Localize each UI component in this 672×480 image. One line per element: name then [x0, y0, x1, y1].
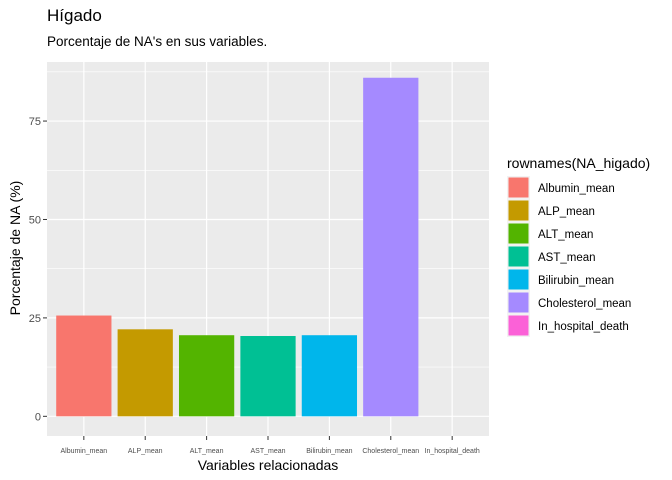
x-tick-label: ALP_mean	[128, 448, 163, 455]
legend-swatch	[508, 246, 529, 267]
bar-ast-mean	[240, 336, 296, 417]
legend-swatch	[508, 315, 529, 336]
y-axis-title: Porcentaje de NA (%)	[7, 181, 23, 316]
bar-albumin-mean	[56, 315, 112, 417]
chart-title: Hígado	[47, 6, 102, 25]
legend-label: Cholesterol_mean	[538, 298, 631, 310]
x-tick-label: Albumin_mean	[60, 448, 107, 455]
legend-label: ALP_mean	[538, 206, 595, 218]
legend-swatch	[508, 269, 529, 290]
legend: rownames(NA_higado) Albumin_mean ALP_mean…	[507, 155, 650, 337]
y-tick-label: 25	[29, 313, 41, 325]
x-tick-label: ALT_mean	[190, 448, 224, 455]
bar-alt-mean	[178, 335, 235, 417]
legend-label: AST_mean	[538, 252, 596, 264]
y-tick-label: 75	[29, 116, 41, 128]
legend-swatch	[508, 223, 529, 244]
legend-swatch	[508, 292, 529, 313]
x-tick-label: In_hospital_death	[425, 448, 480, 455]
x-axis-title: Variables relacionadas	[198, 457, 339, 473]
legend-swatch	[508, 200, 529, 221]
bar-alp-mean	[117, 329, 173, 417]
legend-label: Bilirubin_mean	[538, 275, 614, 287]
legend-label: ALT_mean	[538, 229, 593, 241]
x-tick-label: Cholesterol_mean	[362, 448, 419, 455]
y-tick-label: 0	[35, 411, 41, 423]
bar-bilirubin-mean	[301, 335, 358, 417]
legend-label: In_hospital_death	[538, 321, 629, 333]
legend-swatch	[508, 177, 529, 198]
bar-cholesterol-mean	[363, 77, 419, 417]
x-tick-label: AST_mean	[250, 448, 285, 455]
legend-label: Albumin_mean	[538, 183, 615, 195]
x-tick-label: Bilirubin_mean	[306, 448, 352, 455]
y-tick-label: 50	[29, 214, 41, 226]
legend-title: rownames(NA_higado)	[507, 155, 650, 171]
plot-area: 0 25 50 75 Albumin_mean ALP_mean ALT_mean AST_m…	[29, 62, 489, 455]
chart-subtitle: Porcentaje de NA's en sus variables.	[47, 34, 267, 49]
